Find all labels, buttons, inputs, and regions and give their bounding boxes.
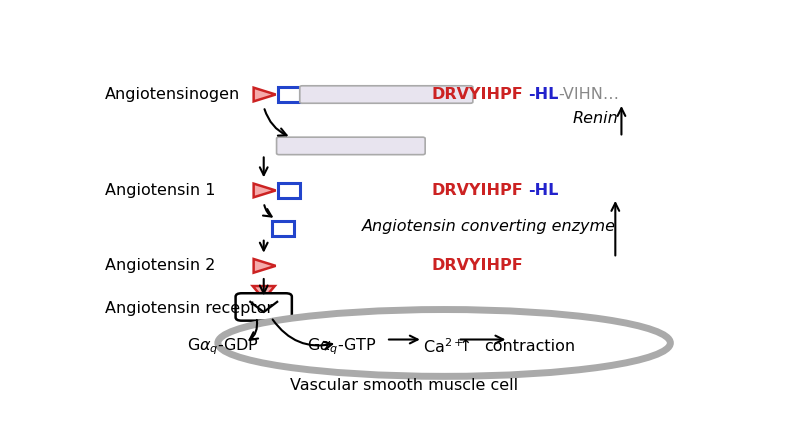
Text: Renin: Renin — [573, 111, 619, 126]
Text: -VIHN…: -VIHN… — [559, 87, 619, 102]
Polygon shape — [253, 184, 275, 197]
Text: Vascular smooth muscle cell: Vascular smooth muscle cell — [290, 378, 518, 393]
Text: DRVYIHPF: DRVYIHPF — [432, 87, 524, 102]
Text: DRVYIHPF: DRVYIHPF — [432, 259, 524, 273]
Bar — [278, 87, 300, 102]
Text: $\uparrow$: $\uparrow$ — [455, 338, 470, 354]
Text: DRVYIHPF: DRVYIHPF — [432, 183, 524, 198]
Text: -HL: -HL — [529, 183, 559, 198]
Text: Angiotensin 2: Angiotensin 2 — [105, 259, 215, 273]
Bar — [278, 183, 300, 198]
Text: Angiotensin converting enzyme: Angiotensin converting enzyme — [361, 219, 615, 234]
Polygon shape — [252, 286, 275, 299]
Text: -HL: -HL — [529, 87, 559, 102]
Text: Ca$^{2+}$: Ca$^{2+}$ — [423, 337, 463, 356]
Text: Angiotensinogen: Angiotensinogen — [105, 87, 240, 102]
Polygon shape — [253, 259, 275, 273]
FancyBboxPatch shape — [300, 86, 473, 103]
Text: Angiotensin 1: Angiotensin 1 — [105, 183, 215, 198]
Text: G$\alpha_q$-GDP: G$\alpha_q$-GDP — [187, 336, 260, 356]
FancyBboxPatch shape — [236, 293, 292, 321]
Text: G$\alpha_q$-GTP: G$\alpha_q$-GTP — [307, 336, 376, 356]
Text: contraction: contraction — [484, 339, 575, 354]
FancyBboxPatch shape — [277, 137, 425, 155]
Polygon shape — [253, 88, 275, 101]
Bar — [272, 221, 294, 236]
Text: Angiotensin receptor: Angiotensin receptor — [105, 301, 273, 316]
